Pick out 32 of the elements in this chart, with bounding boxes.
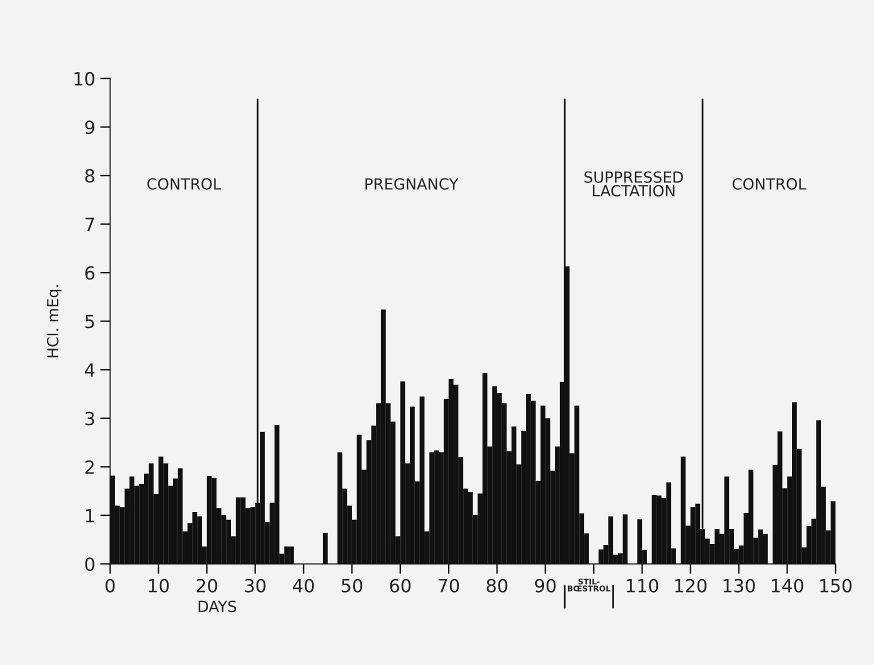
annotation: PREGNANCY: [365, 178, 458, 190]
y-tick-label: 10: [74, 72, 94, 86]
x-tick-label: 130: [724, 578, 755, 592]
y-tick-label: 2: [85, 460, 94, 474]
x-tick-label: 80: [486, 578, 508, 592]
y-tick-label: 4: [84, 363, 95, 377]
x-tick-label: 70: [438, 578, 459, 592]
x-tick-label: 0: [106, 578, 115, 592]
y-tick-label: 6: [85, 266, 94, 280]
annotation: SUPPRESSED LACTATION: [584, 171, 683, 197]
x-tick-label: 150: [820, 578, 852, 592]
x-tick-label: 10: [148, 578, 169, 592]
annotation: CONTROL: [732, 178, 806, 190]
y-tick-label: 9: [85, 120, 94, 134]
annotation: CONTROL: [147, 178, 222, 190]
x-tick-label: 120: [675, 578, 706, 592]
x-axis-title: DAYS: [198, 600, 236, 612]
y-tick-label: 8: [85, 169, 94, 183]
y-tick-label: 1: [86, 509, 94, 522]
y-tick-label: 0: [85, 557, 94, 572]
x-tick-label: 110: [626, 578, 658, 592]
x-tick-label: 90: [535, 578, 556, 592]
x-tick-label: 20: [196, 578, 218, 592]
y-axis-title: HCl. mEq.: [46, 285, 62, 358]
x-tick-label: 30: [245, 578, 266, 592]
x-tick-label: 140: [772, 578, 804, 592]
y-tick-label: 5: [85, 314, 94, 328]
x-tick-label: 40: [292, 578, 314, 592]
y-tick-label: 7: [86, 218, 94, 231]
x-tick-label: 60: [390, 578, 411, 592]
x-tick-label: 50: [342, 578, 362, 592]
y-tick-label: 3: [85, 412, 94, 426]
